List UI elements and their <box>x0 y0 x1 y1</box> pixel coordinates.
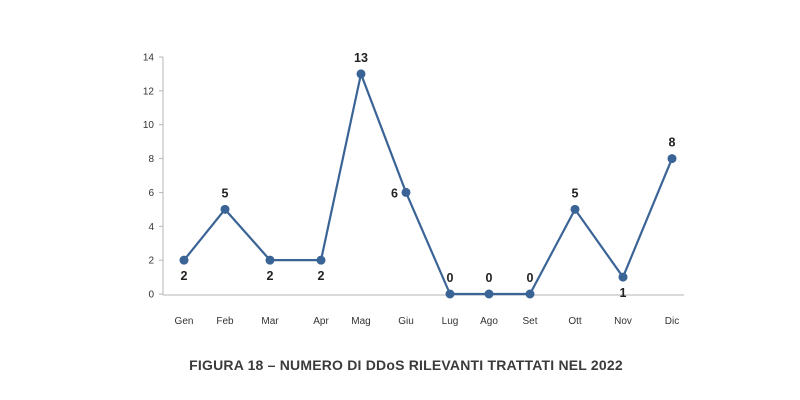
data-point <box>220 204 230 214</box>
x-tick-label: Gen <box>175 316 194 327</box>
y-tick-label: 14 <box>143 53 155 64</box>
x-tick-label: Set <box>522 316 537 327</box>
data-point <box>618 272 628 282</box>
data-labels: 2 5 2 2 13 6 0 0 0 5 1 8 <box>181 51 676 300</box>
chart-title: FIGURA 18 – NUMERO DI DDoS RILEVANTI TRA… <box>189 357 623 373</box>
y-tick-label: 0 <box>148 290 154 301</box>
data-point <box>570 204 580 214</box>
data-point <box>265 255 275 265</box>
data-label: 13 <box>354 51 368 65</box>
x-tick-label: Lug <box>442 316 459 327</box>
data-point <box>356 69 366 79</box>
x-tick-label: Feb <box>216 316 234 327</box>
data-label: 6 <box>391 186 398 200</box>
x-tick-label: Apr <box>313 316 329 327</box>
data-label: 0 <box>447 271 454 285</box>
y-tick-label: 10 <box>143 120 155 131</box>
data-label: 1 <box>620 286 627 300</box>
data-label: 0 <box>527 271 534 285</box>
data-label: 2 <box>318 269 325 283</box>
y-tick-label: 12 <box>143 86 155 97</box>
x-tick-label: Nov <box>614 316 632 327</box>
y-tick-label: 2 <box>148 256 154 267</box>
series-line <box>183 72 674 296</box>
x-tick-label: Mag <box>351 316 370 327</box>
data-label: 5 <box>572 186 579 200</box>
y-axis: 0 2 4 6 8 10 12 14 <box>143 53 164 301</box>
y-tick-label: 8 <box>148 154 154 165</box>
data-point <box>667 154 677 164</box>
data-point <box>179 255 189 265</box>
data-point <box>525 289 535 299</box>
x-tick-label: Ago <box>480 316 498 327</box>
x-tick-label: Dic <box>665 316 679 327</box>
y-tick-label: 6 <box>148 188 154 199</box>
data-label: 0 <box>486 271 493 285</box>
data-point <box>401 187 411 197</box>
data-label: 2 <box>267 269 274 283</box>
data-point <box>316 255 326 265</box>
data-label: 5 <box>222 186 229 200</box>
x-tick-label: Mar <box>261 316 279 327</box>
data-point <box>445 289 455 299</box>
series <box>179 69 677 299</box>
x-tick-label: Giu <box>398 316 414 327</box>
data-label: 2 <box>181 269 188 283</box>
x-axis: Gen Feb Mar Apr Mag Giu Lug Ago Set Ott Nov Dic <box>163 294 684 327</box>
x-tick-label: Ott <box>568 316 582 327</box>
y-tick-label: 4 <box>148 222 154 233</box>
data-label: 8 <box>669 136 676 150</box>
data-point <box>484 289 494 299</box>
